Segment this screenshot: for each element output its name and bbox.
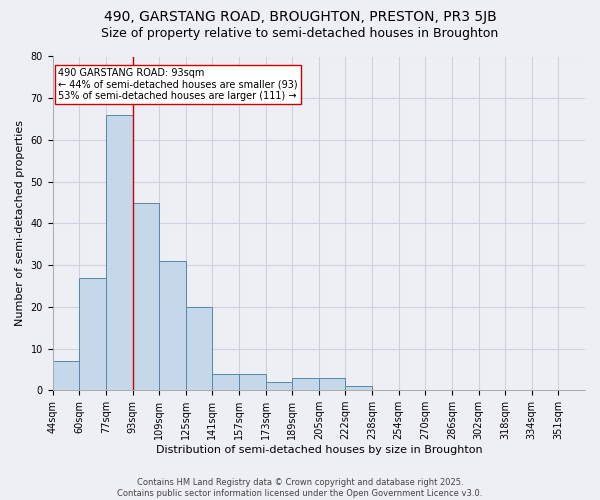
Bar: [319, 378, 346, 390]
Text: Size of property relative to semi-detached houses in Broughton: Size of property relative to semi-detach…: [101, 28, 499, 40]
Y-axis label: Number of semi-detached properties: Number of semi-detached properties: [15, 120, 25, 326]
Bar: [266, 382, 292, 390]
Bar: [212, 374, 239, 390]
Text: 490, GARSTANG ROAD, BROUGHTON, PRESTON, PR3 5JB: 490, GARSTANG ROAD, BROUGHTON, PRESTON, …: [104, 10, 496, 24]
Bar: [159, 261, 186, 390]
X-axis label: Distribution of semi-detached houses by size in Broughton: Distribution of semi-detached houses by …: [155, 445, 482, 455]
Bar: [186, 307, 212, 390]
Bar: [133, 202, 159, 390]
Bar: [79, 278, 106, 390]
Bar: [346, 386, 372, 390]
Bar: [53, 361, 79, 390]
Text: Contains HM Land Registry data © Crown copyright and database right 2025.
Contai: Contains HM Land Registry data © Crown c…: [118, 478, 482, 498]
Bar: [106, 115, 133, 390]
Bar: [292, 378, 319, 390]
Text: 490 GARSTANG ROAD: 93sqm
← 44% of semi-detached houses are smaller (93)
53% of s: 490 GARSTANG ROAD: 93sqm ← 44% of semi-d…: [58, 68, 298, 102]
Bar: [239, 374, 266, 390]
